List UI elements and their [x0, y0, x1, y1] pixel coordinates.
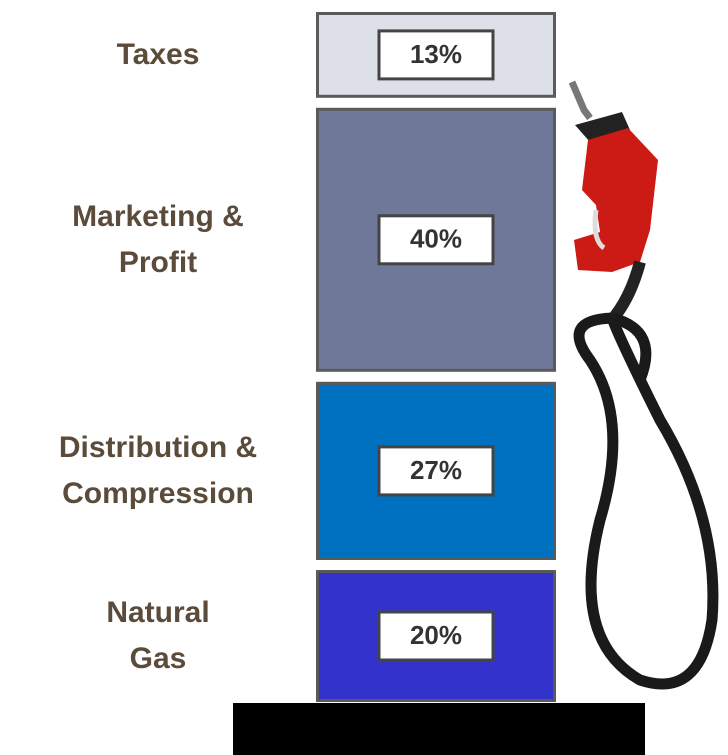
segment-label: Distribution & Compression [13, 425, 303, 517]
pump-base [233, 703, 645, 755]
pump-nozzle [572, 82, 658, 322]
value-label: 20% [410, 620, 462, 650]
value-label: 40% [410, 224, 462, 254]
value-label: 13% [410, 39, 462, 69]
segment-label: Natural Gas [78, 590, 238, 682]
segment-label: Taxes [88, 32, 228, 78]
value-label: 27% [410, 455, 462, 485]
chart: 20% 27% 40% 13% Natural Gas Distribution & C… [0, 0, 728, 755]
segment-label: Marketing & Profit [38, 194, 278, 286]
